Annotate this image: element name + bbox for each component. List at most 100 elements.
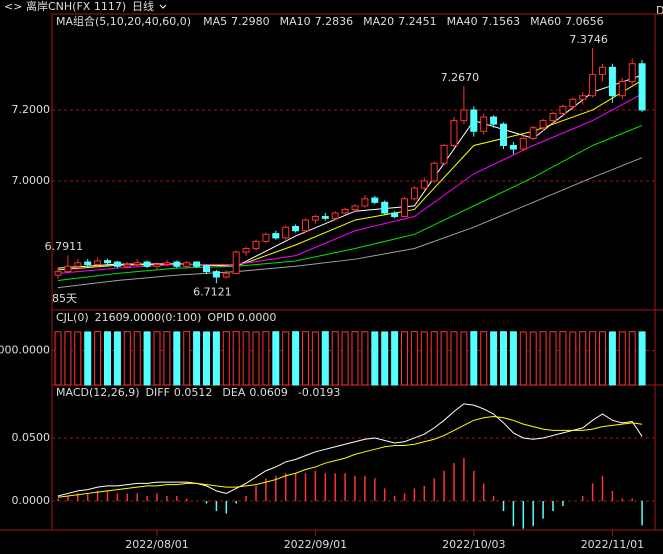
candle-body <box>84 261 92 266</box>
corner-mark: D <box>656 4 663 17</box>
volume-bar <box>519 331 527 386</box>
volume-bar <box>371 331 379 386</box>
candle-body <box>351 205 359 210</box>
macd-value: -0.0193 <box>298 386 340 399</box>
candle-body <box>282 226 290 239</box>
volume-bar <box>490 331 498 386</box>
candle-body <box>311 216 319 221</box>
candle-body <box>430 162 438 182</box>
legend-value: 7.2451 <box>398 15 437 28</box>
candle-body <box>272 233 280 239</box>
volume-bar <box>608 331 616 386</box>
volume-bar <box>222 331 230 386</box>
volume-bar <box>460 331 468 386</box>
candle-body <box>519 137 527 150</box>
volume-bar <box>401 331 408 386</box>
volume-bar <box>509 331 517 386</box>
legend-value: 0.0609 <box>249 386 288 399</box>
candle-body <box>292 225 300 232</box>
y-tick-label: 7.0000 <box>12 174 51 187</box>
candle-body <box>589 73 597 97</box>
legend-name: MA10 <box>280 15 311 28</box>
volume-bar <box>440 331 448 386</box>
volume-bar <box>480 331 488 386</box>
volume-bar <box>133 331 141 386</box>
volume-bar <box>104 331 111 386</box>
candle-body <box>529 127 537 139</box>
candle-body <box>549 112 557 122</box>
candle-body <box>599 66 606 75</box>
price-annotation: 7.2670 <box>441 71 480 84</box>
volume-bar <box>450 331 458 386</box>
panel-title: MACD(12,26,9) <box>56 386 140 399</box>
candle-body <box>163 262 171 266</box>
volume-bar <box>242 331 250 386</box>
volume-bar <box>391 331 399 386</box>
legend-value: 7.1563 <box>482 15 521 28</box>
legend-name: MA60 <box>530 15 561 28</box>
volume-bar <box>430 331 438 386</box>
candle-body <box>401 198 408 218</box>
volume-bar <box>628 331 636 386</box>
candle-body <box>480 116 488 132</box>
period[interactable]: 日线 <box>132 0 154 13</box>
candle-body <box>638 63 646 111</box>
panel-title: CJL(0) <box>56 311 89 324</box>
candle-body <box>143 261 151 267</box>
candle-body <box>371 197 379 203</box>
nav-icon[interactable]: <> <box>4 0 22 13</box>
macd-line <box>57 403 643 497</box>
candle-body <box>321 216 329 219</box>
volume-bar <box>212 331 220 386</box>
x-tick-label: 2022/09/01 <box>284 538 347 551</box>
candle-body <box>173 261 181 267</box>
candle-body <box>212 271 220 278</box>
volume-bar <box>262 331 270 386</box>
volume-bar <box>321 331 329 386</box>
legend-name: MA40 <box>447 15 478 28</box>
candle-body <box>440 144 448 164</box>
volume-value: 21609.0000(0:100) <box>95 311 202 324</box>
candle-body <box>54 271 62 276</box>
legend-name: MA5 <box>203 15 227 28</box>
candle-body <box>618 81 626 97</box>
volume-bar <box>638 331 646 386</box>
candle-body <box>222 272 230 278</box>
candle-body <box>113 261 121 267</box>
volume-bar <box>361 331 369 386</box>
volume-bar <box>252 331 260 386</box>
candle-body <box>203 265 210 273</box>
volume-bar <box>153 331 161 386</box>
legend-name: DEA <box>222 386 245 399</box>
legend-name: MA20 <box>363 15 394 28</box>
y-tick-label: 0.0000 <box>12 494 51 507</box>
candle-body <box>539 120 547 129</box>
price-annotation: 6.7121 <box>193 285 232 298</box>
legend-value: 7.0656 <box>565 15 604 28</box>
volume-bar <box>351 331 359 386</box>
period-caret[interactable] <box>159 4 167 9</box>
volume-bar <box>381 331 389 386</box>
volume-bar <box>232 331 240 386</box>
candle-body <box>133 262 141 266</box>
candle-body <box>410 187 418 200</box>
candle-body <box>608 66 616 97</box>
candle-body <box>193 261 201 267</box>
candle-body <box>420 180 428 189</box>
candle-body <box>460 109 468 122</box>
volume-bar <box>569 331 577 386</box>
candle-body <box>579 95 587 100</box>
opid-value: OPID 0.0000 <box>207 311 276 324</box>
y-tick-label: 0.0500 <box>12 431 51 444</box>
day-count: 85天 <box>52 292 77 305</box>
volume-bar <box>589 331 597 386</box>
candle-body <box>331 212 339 219</box>
price-annotation: 7.3746 <box>569 33 608 46</box>
candle-body <box>569 98 577 107</box>
legend-value: 0.0512 <box>174 386 213 399</box>
candle-body <box>490 116 498 125</box>
volume-bar <box>420 331 428 386</box>
